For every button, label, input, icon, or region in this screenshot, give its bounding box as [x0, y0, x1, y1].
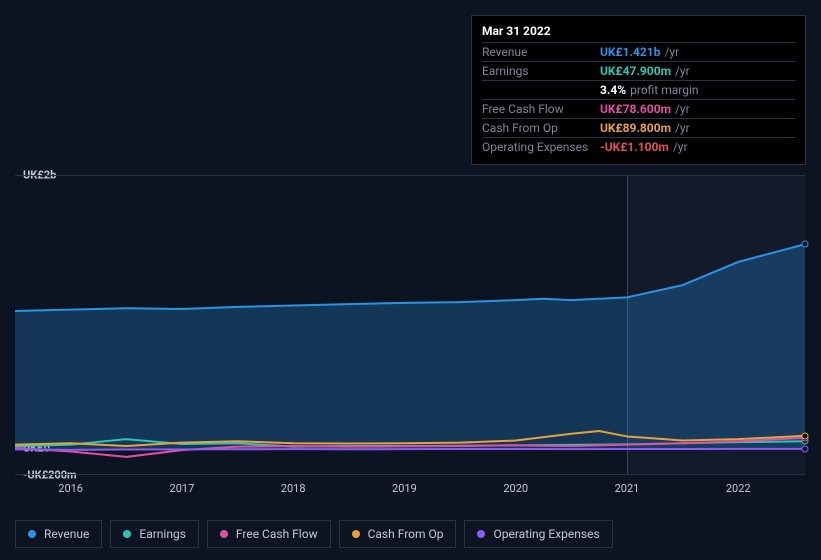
tooltip-title: Mar 31 2022: [482, 22, 795, 43]
legend-dot-icon: [123, 530, 131, 538]
legend-dot-icon: [477, 530, 485, 538]
legend-dot-icon: [28, 530, 36, 538]
legend-dot-icon: [352, 530, 360, 538]
legend-label: Free Cash Flow: [236, 527, 318, 541]
x-axis-label: 2016: [58, 482, 83, 495]
tooltip-row-value: UK£89.800m: [600, 121, 671, 135]
series-area: [15, 244, 805, 449]
legend-label: Earnings: [139, 527, 186, 541]
x-axis-label: 2022: [726, 482, 751, 495]
tooltip-row-value-wrap: UK£1.421b/yr: [600, 45, 679, 59]
x-axis-label: 2018: [281, 482, 306, 495]
tooltip-row-suffix: /yr: [675, 121, 690, 135]
series-end-marker: [802, 241, 809, 248]
tooltip-row-suffix: profit margin: [630, 83, 698, 97]
chart-svg: [15, 176, 805, 476]
tooltip-row: Free Cash FlowUK£78.600m/yr: [482, 100, 795, 119]
tooltip-row: Cash From OpUK£89.800m/yr: [482, 119, 795, 138]
series-end-marker: [802, 445, 809, 452]
tooltip-row-label: Free Cash Flow: [482, 102, 600, 116]
tooltip-row-label: Revenue: [482, 45, 600, 59]
legend-item[interactable]: Revenue: [15, 520, 102, 548]
tooltip-row-label: Earnings: [482, 64, 600, 78]
tooltip-row-value: -UK£1.100m: [600, 140, 669, 154]
tooltip-row: 3.4% profit margin: [482, 81, 795, 100]
chart-area[interactable]: UK£2bUK£0-UK£200m 2016201720182019202020…: [15, 160, 805, 480]
tooltip-row-suffix: /yr: [664, 45, 679, 59]
legend-item[interactable]: Earnings: [110, 520, 199, 548]
tooltip-row-label: Operating Expenses: [482, 140, 600, 154]
tooltip-row-value: UK£47.900m: [600, 64, 671, 78]
series-line: [15, 449, 805, 450]
tooltip-row-suffix: /yr: [675, 102, 690, 116]
legend-item[interactable]: Free Cash Flow: [207, 520, 331, 548]
tooltip-row-value-wrap: UK£89.800m/yr: [600, 121, 690, 135]
chart-tooltip: Mar 31 2022 RevenueUK£1.421b/yrEarningsU…: [471, 15, 806, 165]
plot-area[interactable]: [15, 175, 805, 475]
tooltip-row-label: [482, 83, 600, 97]
x-axis-label: 2017: [170, 482, 195, 495]
legend-item[interactable]: Cash From Op: [339, 520, 457, 548]
legend-item[interactable]: Operating Expenses: [464, 520, 612, 548]
tooltip-row-value-wrap: UK£78.600m/yr: [600, 102, 690, 116]
tooltip-row-suffix: /yr: [673, 140, 688, 154]
legend: Revenue Earnings Free Cash Flow Cash From O…: [15, 520, 613, 548]
tooltip-row-label: Cash From Op: [482, 121, 600, 135]
tooltip-row-value: 3.4%: [600, 83, 626, 97]
series-end-marker: [802, 432, 809, 439]
tooltip-row-suffix: /yr: [675, 64, 690, 78]
legend-label: Operating Expenses: [493, 527, 599, 541]
legend-label: Revenue: [44, 527, 89, 541]
tooltip-row: EarningsUK£47.900m/yr: [482, 62, 795, 81]
x-axis-label: 2021: [615, 482, 640, 495]
tooltip-row-value: UK£78.600m: [600, 102, 671, 116]
legend-dot-icon: [220, 530, 228, 538]
x-axis-label: 2019: [392, 482, 417, 495]
tooltip-rows: RevenueUK£1.421b/yrEarningsUK£47.900m/yr…: [482, 43, 795, 156]
tooltip-row-value-wrap: 3.4% profit margin: [600, 83, 699, 97]
tooltip-row-value-wrap: UK£47.900m/yr: [600, 64, 690, 78]
legend-label: Cash From Op: [368, 527, 444, 541]
tooltip-row-value-wrap: -UK£1.100m/yr: [600, 140, 688, 154]
tooltip-row: Operating Expenses-UK£1.100m/yr: [482, 138, 795, 156]
tooltip-row-value: UK£1.421b: [600, 45, 660, 59]
tooltip-row: RevenueUK£1.421b/yr: [482, 43, 795, 62]
x-axis-label: 2020: [503, 482, 528, 495]
